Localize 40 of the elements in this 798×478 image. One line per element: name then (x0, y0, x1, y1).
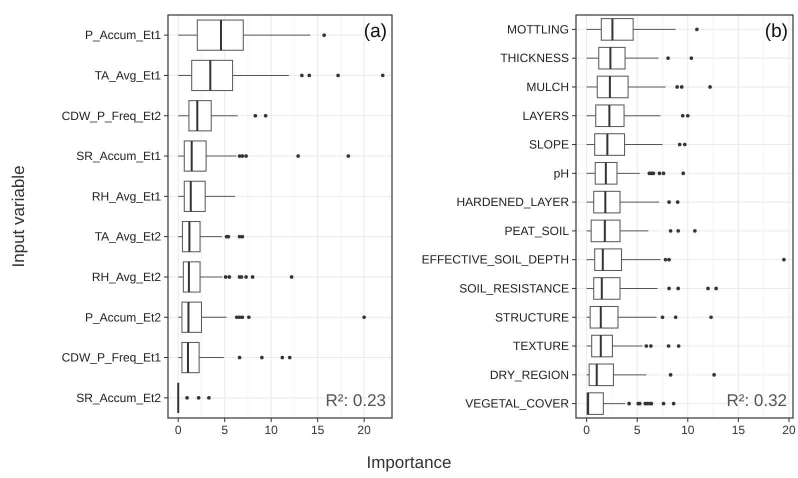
y-tick-label: EFFECTIVE_SOIL_DEPTH (422, 252, 569, 267)
x-tick-label: 15 (732, 423, 746, 437)
y-tick-label: DRY_REGION (490, 368, 569, 382)
annotation: (b) (764, 21, 788, 42)
y-tick-label: PEAT_SOIL (504, 224, 570, 238)
x-tick-label: 20 (782, 423, 796, 437)
x-tick-label: 0 (174, 423, 182, 437)
x-tick-label: 5 (221, 423, 228, 437)
y-tick-label: CDW_P_Freq_Et2 (62, 108, 162, 123)
annotation: (a) (364, 21, 387, 42)
y-tick-label: THICKNESS (500, 51, 569, 66)
x-axis-title: Importance (366, 453, 452, 472)
y-tick-label: P_Accum_Et2 (84, 310, 162, 324)
annotation: R²: 0.32 (726, 391, 787, 410)
y-tick-label: LAYERS (522, 108, 569, 123)
y-tick-label: SR_Accum_Et2 (76, 390, 162, 405)
y-tick-label: RH_Avg_Et2 (92, 270, 162, 284)
y-axis-title: Input variable (9, 165, 28, 268)
x-tick-label: 10 (264, 423, 278, 437)
y-tick-label: pH (554, 166, 569, 180)
y-tick-label: SR_Accum_Et1 (76, 149, 162, 164)
y-tick-label: TA_Avg_Et2 (94, 230, 162, 244)
annotation: R²: 0.23 (326, 391, 386, 410)
x-tick-label: 0 (583, 423, 590, 437)
y-tick-label: SLOPE (528, 138, 569, 152)
y-tick-label: STRUCTURE (495, 310, 569, 324)
y-tick-label: HARDENED_LAYER (456, 195, 570, 210)
y-tick-label: RH_Avg_Et1 (92, 189, 162, 204)
y-tick-label: MOTTLING (507, 22, 569, 36)
y-tick-label: P_Accum_Et1 (84, 28, 162, 42)
x-tick-label: 5 (634, 423, 641, 437)
y-tick-label: SOIL_RESISTANCE (459, 281, 569, 296)
y-tick-label: TA_Avg_Et1 (94, 68, 162, 82)
y-tick-label: TEXTURE (512, 339, 569, 354)
y-tick-label: VEGETAL_COVER (465, 396, 570, 411)
x-tick-label: 20 (357, 423, 372, 437)
y-tick-label: MULCH (526, 80, 569, 94)
y-tick-label: CDW_P_Freq_Et1 (62, 350, 162, 365)
x-tick-label: 10 (681, 423, 695, 437)
x-tick-label: 15 (310, 423, 325, 437)
